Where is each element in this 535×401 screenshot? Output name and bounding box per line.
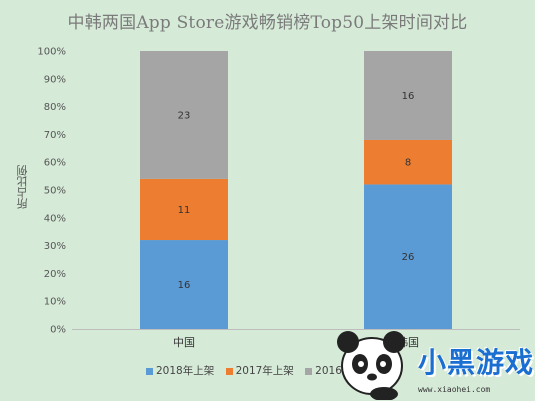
y-tick-label: 100% <box>37 47 66 58</box>
data-label: 16 <box>178 280 191 291</box>
legend-swatch-2017 <box>225 367 233 375</box>
data-label: 16 <box>402 91 415 102</box>
y-tick-label: 10% <box>44 297 66 308</box>
legend-swatch-2016 <box>305 367 313 375</box>
bar-segment <box>364 139 452 185</box>
bar-segment <box>140 178 228 241</box>
bar-segment <box>364 184 452 329</box>
legend-item-2017: 2017年上架 <box>225 363 294 378</box>
chart-title: 中韩两国App Store游戏畅销榜Top50上架时间对比 <box>67 13 468 33</box>
data-label: 26 <box>402 252 415 263</box>
x-category-label: 中国 <box>173 336 195 349</box>
y-tick-label: 30% <box>44 241 66 252</box>
data-label: 23 <box>178 110 191 121</box>
y-tick-label: 40% <box>44 213 66 224</box>
legend-item-2018: 2018年上架 <box>146 363 214 378</box>
y-tick-label: 50% <box>44 186 66 197</box>
y-tick-label: 80% <box>44 102 66 113</box>
legend-label-2017: 2017年上架 <box>235 365 294 377</box>
xiaohei-panda-logo <box>337 331 405 400</box>
data-label: 11 <box>178 205 191 216</box>
watermark-url: www.xiaohei.com <box>418 385 491 394</box>
bar-segment <box>364 51 452 140</box>
y-tick-label: 60% <box>44 158 66 169</box>
y-tick-label: 0% <box>50 325 66 336</box>
y-tick-label: 90% <box>44 74 66 85</box>
bar-segment <box>140 240 228 329</box>
bar-segment <box>140 51 228 179</box>
y-tick-label: 20% <box>44 269 66 280</box>
legend-swatch-2018 <box>146 367 153 375</box>
watermark-logo-text: 小黑游戏 <box>418 346 535 379</box>
legend-label-2018: 2018年上架 <box>156 365 215 377</box>
data-label: 8 <box>405 158 411 169</box>
y-tick-label: 70% <box>44 130 66 141</box>
